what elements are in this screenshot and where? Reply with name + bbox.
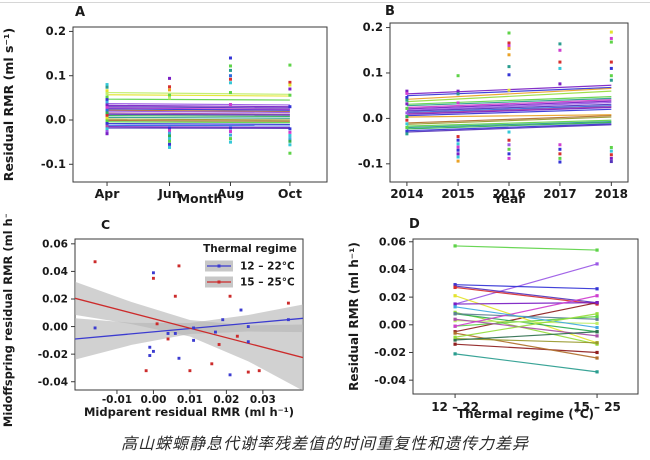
svg-text:A: A	[75, 5, 85, 20]
svg-text:0.00: 0.00	[42, 321, 68, 333]
svg-text:0.1: 0.1	[363, 66, 383, 80]
svg-text:Thermal regime: Thermal regime	[203, 243, 297, 255]
svg-text:2014: 2014	[390, 187, 423, 201]
svg-text:0.04: 0.04	[379, 263, 406, 276]
svg-text:15 – 25: 15 – 25	[573, 400, 621, 414]
svg-text:0.2: 0.2	[363, 20, 383, 34]
svg-text:0.00: 0.00	[140, 394, 166, 406]
panel-d-chart: 0.06 0.04 0.02 0.00 -0.02 -0.04 D Residual RMR …	[347, 217, 639, 421]
svg-text:-0.04: -0.04	[374, 374, 406, 387]
svg-text:Year: Year	[493, 191, 526, 206]
svg-text:Midoffspring residual RMR (ml: Midoffspring residual RMR (ml h⁻¹)	[1, 214, 15, 427]
svg-text:0.06: 0.06	[42, 239, 68, 251]
svg-text:Residual RMR (ml h⁻¹): Residual RMR (ml h⁻¹)	[347, 242, 361, 391]
svg-text:0.0: 0.0	[363, 111, 383, 125]
svg-text:Midparent residual RMR (ml h⁻¹: Midparent residual RMR (ml h⁻¹)	[84, 405, 294, 419]
svg-text:-0.1: -0.1	[358, 157, 383, 171]
svg-text:Month: Month	[178, 191, 223, 206]
svg-text:15 – 25°C: 15 – 25°C	[240, 277, 295, 289]
svg-text:-0.1: -0.1	[41, 157, 66, 171]
svg-text:B: B	[385, 4, 395, 19]
panel-c-chart: 0.06 0.04 0.02 0.00 -0.02 -0.04 C Midoffspring …	[1, 214, 304, 427]
svg-text:12 – 22°C: 12 – 22°C	[240, 261, 295, 273]
svg-text:0.02: 0.02	[213, 394, 239, 406]
top-divider	[0, 2, 650, 3]
svg-text:2016: 2016	[492, 187, 525, 201]
svg-text:D: D	[409, 217, 420, 232]
svg-text:Apr: Apr	[95, 186, 121, 201]
svg-text:Aug: Aug	[217, 186, 245, 201]
panel-b-chart: 0.2 0.1 0.0 -0.1 B Year 2014 2015 2016 2017 2018	[358, 4, 629, 206]
panel-a-chart: 0.2 0.1 0.0 -0.1 A Residual RMR (ml s⁻¹) Month…	[1, 5, 328, 206]
svg-text:0.02: 0.02	[379, 291, 406, 304]
svg-text:Oct: Oct	[278, 186, 302, 201]
svg-text:-0.04: -0.04	[38, 376, 68, 388]
svg-text:0.03: 0.03	[250, 394, 276, 406]
svg-text:Residual RMR (ml s⁻¹): Residual RMR (ml s⁻¹)	[1, 28, 16, 181]
svg-text:-0.02: -0.02	[374, 346, 406, 359]
svg-text:0.02: 0.02	[42, 294, 68, 306]
svg-text:Jun: Jun	[157, 186, 180, 201]
svg-text:-0.01: -0.01	[102, 394, 132, 406]
svg-text:0.2: 0.2	[46, 24, 66, 38]
svg-text:0.06: 0.06	[379, 235, 406, 248]
svg-text:2017: 2017	[543, 187, 576, 201]
svg-text:0.01: 0.01	[177, 394, 203, 406]
svg-text:0.00: 0.00	[379, 319, 406, 332]
svg-text:C: C	[101, 217, 110, 232]
svg-text:2015: 2015	[441, 187, 474, 201]
svg-text:2018: 2018	[595, 187, 628, 201]
svg-text:Thermal regime (°C): Thermal regime (°C)	[457, 407, 594, 421]
svg-text:12 – 22: 12 – 22	[431, 400, 479, 414]
svg-text:0.04: 0.04	[42, 266, 68, 278]
svg-text:0.1: 0.1	[46, 68, 66, 82]
svg-text:-0.02: -0.02	[38, 349, 68, 361]
svg-text:0.0: 0.0	[46, 113, 66, 127]
figure-caption: 高山蝾螈静息代谢率残差值的时间重复性和遗传力差异	[120, 436, 529, 453]
